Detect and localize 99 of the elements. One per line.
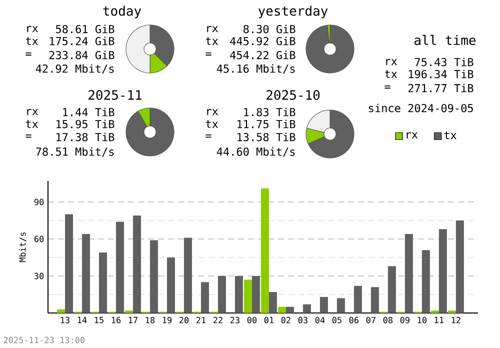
x-tick-label: 00: [247, 316, 257, 324]
x-tick-label: 12: [452, 316, 460, 324]
text: =: [26, 134, 32, 138]
bar: [218, 276, 226, 313]
text: 233.84 GiB: [49, 50, 114, 60]
text: =: [384, 86, 390, 89]
text: 8.30 GiB: [244, 24, 296, 34]
text: 45.16 Mbit/s: [216, 64, 295, 74]
legend-label: rx: [406, 132, 418, 138]
text: 13.58 TiB: [238, 132, 296, 142]
chart-title: today: [103, 6, 142, 18]
bar: [65, 214, 73, 313]
chart-title: 2025-10: [266, 90, 320, 100]
x-tick-label: 14: [78, 316, 87, 324]
text: all time: [414, 34, 476, 46]
y-axis-title: Mbit/s: [19, 232, 26, 262]
text: 1.44 TiB: [63, 108, 114, 116]
text: rx: [386, 58, 398, 66]
text: rx: [207, 26, 218, 32]
bar: [302, 304, 311, 313]
bar: [370, 287, 379, 313]
x-tick-label: 09: [400, 316, 410, 324]
text: tx: [206, 37, 218, 45]
bar: [404, 234, 413, 313]
bar: [278, 306, 286, 313]
text: 175.24 GiB: [50, 36, 114, 46]
x-tick-label: 01: [264, 316, 274, 324]
bar: [268, 292, 277, 313]
x-tick-label: 11: [434, 316, 444, 324]
text: 15.95 TiB: [56, 120, 114, 128]
bar: [260, 188, 269, 313]
bar: [252, 276, 260, 313]
text: =: [206, 52, 212, 56]
text: =: [26, 52, 32, 56]
x-tick-label: 22: [213, 316, 222, 324]
bar: [244, 280, 252, 313]
y-tick-label: 90: [34, 198, 44, 206]
text: 1.83 TiB: [244, 108, 296, 116]
bar: [150, 240, 158, 313]
text: rx: [27, 108, 38, 116]
x-tick-label: 20: [179, 316, 189, 324]
x-tick-label: 02: [281, 316, 290, 324]
bar: [286, 306, 294, 313]
text: 44.60 Mbit/s: [216, 147, 295, 157]
text: 17.38 TiB: [56, 132, 114, 142]
bar: [82, 234, 90, 313]
text: rx: [27, 26, 38, 32]
x-tick-label: 04: [315, 316, 325, 324]
text: tx: [26, 120, 38, 128]
text: 196.34 TiB: [408, 70, 474, 78]
text: =: [206, 134, 212, 138]
x-tick-label: 13: [60, 316, 70, 324]
x-tick-label: 06: [349, 316, 358, 324]
chart-title: 2025-11: [88, 90, 142, 100]
text: 78.51 Mbit/s: [36, 147, 114, 157]
text: 11.75 TiB: [238, 120, 296, 128]
x-tick-label: 18: [146, 316, 155, 324]
y-tick-label: 60: [34, 236, 44, 242]
x-tick-label: 21: [196, 316, 206, 324]
bar: [234, 276, 243, 313]
bar: [200, 282, 209, 313]
bar: [336, 298, 345, 313]
x-tick-label: 16: [112, 316, 121, 324]
bar: [98, 252, 107, 313]
text: tx: [26, 37, 38, 45]
text: 271.77 TiB: [408, 84, 474, 92]
bar: [184, 238, 192, 313]
x-tick-label: 10: [418, 316, 426, 324]
bar: [438, 229, 447, 313]
chart-title: yesterday: [258, 6, 328, 18]
bar: [422, 250, 430, 313]
text: tx: [384, 70, 398, 78]
x-tick-label: 19: [162, 316, 172, 324]
x-tick-label: 15: [94, 316, 104, 324]
bar: [388, 266, 396, 313]
bar: [116, 222, 124, 313]
x-tick-label: 07: [366, 316, 376, 324]
x-tick-label: 08: [383, 316, 393, 324]
bar: [57, 309, 65, 313]
text: 454.22 GiB: [230, 50, 296, 60]
x-tick-label: 03: [298, 316, 308, 324]
text: 2025-11-23 13:00: [4, 336, 85, 344]
x-tick-label: 05: [332, 316, 342, 324]
bar: [166, 257, 175, 313]
bar: [354, 286, 362, 313]
text: 445.92 GiB: [230, 36, 296, 46]
bar: [132, 216, 141, 313]
text: since 2024-09-05: [368, 104, 473, 112]
legend-label: tx: [444, 131, 456, 140]
text: tx: [206, 120, 218, 128]
x-tick-label: 17: [128, 316, 138, 324]
bar: [320, 296, 328, 313]
bar: [456, 220, 464, 313]
text: 42.92 Mbit/s: [36, 64, 114, 74]
text: 75.43 TiB: [414, 58, 474, 66]
y-tick-label: 30: [34, 272, 44, 280]
text: rx: [207, 108, 218, 116]
x-tick-label: 23: [230, 316, 240, 324]
text: 58.61 GiB: [56, 24, 114, 34]
